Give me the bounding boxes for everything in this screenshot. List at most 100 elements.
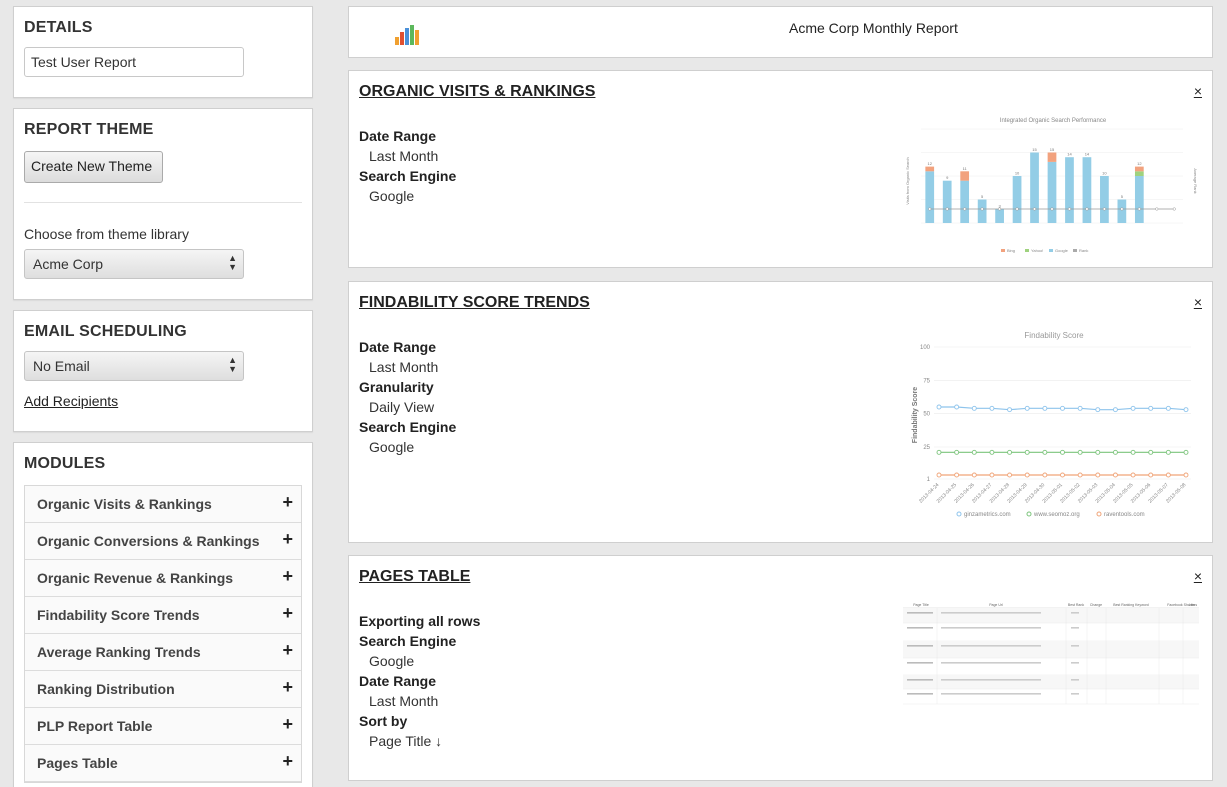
series-point — [954, 449, 960, 455]
bar-google — [925, 171, 935, 223]
select-arrows-icon: ▲ ▼ — [228, 253, 237, 272]
cell-text-placeholder — [1071, 645, 1079, 647]
series-point — [989, 449, 995, 455]
series-point — [1183, 449, 1189, 455]
plus-icon[interactable]: + — [282, 677, 293, 697]
findability-chart: Findability Score Findability Score ginz… — [912, 331, 1191, 518]
bar-google — [1082, 157, 1092, 223]
legend-swatch — [1025, 249, 1029, 252]
bar-bing — [1134, 166, 1144, 172]
series-point — [1007, 472, 1013, 478]
y-tick-label: 100 — [920, 345, 931, 351]
report-name-input[interactable] — [24, 47, 244, 77]
bar-bing — [925, 166, 935, 172]
bar-google — [1134, 176, 1144, 223]
param-value: Google — [369, 653, 415, 669]
card-title: PAGES TABLE — [359, 568, 471, 585]
legend-swatch — [1001, 249, 1005, 252]
series-point — [1024, 405, 1030, 411]
series-point — [1024, 472, 1030, 478]
legend-label: Bing — [1007, 248, 1015, 253]
data-label: 5 — [1121, 194, 1124, 199]
plus-icon[interactable]: + — [282, 714, 293, 734]
cell-text-placeholder — [907, 612, 933, 614]
module-item-average-ranking[interactable]: Average Ranking Trends + — [25, 634, 301, 671]
organic-chart: Integrated Organic Search Performance Vi… — [905, 118, 1198, 253]
param-value: Google — [369, 439, 415, 455]
cell-text-placeholder — [941, 627, 1041, 629]
module-item-ranking-distribution[interactable]: Ranking Distribution + — [25, 671, 301, 708]
module-item-findability[interactable]: Findability Score Trends + — [25, 597, 301, 634]
table-header-cell: Page Url — [989, 603, 1003, 607]
theme-library-select[interactable]: Acme Corp ▲ ▼ — [24, 249, 244, 279]
plus-icon[interactable]: + — [282, 566, 293, 586]
plus-icon[interactable]: + — [282, 640, 293, 660]
series-point — [1060, 405, 1065, 411]
table-row — [903, 641, 1199, 658]
cell-text-placeholder — [907, 693, 933, 695]
series-point — [1042, 472, 1048, 478]
module-item-organic-conversions[interactable]: Organic Conversions & Rankings + — [25, 523, 301, 560]
y-axis-label: Findability Score — [912, 387, 919, 444]
series-point — [1095, 472, 1101, 478]
close-icon[interactable]: × — [1193, 83, 1202, 99]
series-point — [1024, 449, 1030, 455]
data-label: 10 — [1102, 171, 1107, 176]
module-label: Pages Table — [37, 755, 118, 771]
series-point — [971, 449, 977, 455]
legend-label: Google — [1055, 248, 1069, 253]
plus-icon[interactable]: + — [282, 492, 293, 512]
legend-marker — [1026, 511, 1032, 517]
param-label: Date Range — [359, 339, 437, 355]
close-icon[interactable]: × — [1193, 294, 1202, 310]
series-point — [1060, 472, 1065, 478]
series-point — [936, 472, 942, 478]
rank-point — [945, 207, 949, 211]
organic-visits-card: ORGANIC VISITS & RANKINGS × Date Range L… — [348, 70, 1213, 268]
series-point — [1007, 449, 1013, 455]
report-logo-icon — [395, 25, 419, 45]
report-theme-panel: REPORT THEME Create New Theme Choose fro… — [13, 108, 313, 300]
series-point — [989, 472, 995, 478]
details-panel: DETAILS — [13, 6, 313, 98]
cell-text-placeholder — [907, 679, 933, 681]
bar-google — [1012, 176, 1022, 223]
rank-point — [1032, 207, 1037, 211]
module-item-organic-visits[interactable]: Organic Visits & Rankings + — [25, 486, 301, 523]
modules-list: Organic Visits & Rankings + Organic Conve… — [24, 485, 302, 783]
module-item-organic-revenue[interactable]: Organic Revenue & Rankings + — [25, 560, 301, 597]
legend-label: Yahoo! — [1031, 248, 1043, 253]
series-point — [936, 449, 942, 455]
modules-panel: MODULES Organic Visits & Rankings + Organ… — [13, 442, 313, 787]
module-label: Findability Score Trends — [37, 607, 200, 623]
bar-google — [1100, 176, 1109, 223]
series-point — [1165, 405, 1171, 411]
table-header-cell: Change — [1090, 603, 1102, 607]
create-new-theme-button[interactable]: Create New Theme — [24, 151, 163, 183]
cell-text-placeholder — [907, 627, 933, 629]
module-item-pages-table[interactable]: Pages Table + — [25, 745, 301, 782]
module-item-plp-report[interactable]: PLP Report Table + — [25, 708, 301, 745]
chart-title: Integrated Organic Search Performance — [1000, 118, 1107, 124]
series-point — [1183, 472, 1189, 478]
email-schedule-select[interactable]: No Email ▲ ▼ — [24, 351, 244, 381]
pages-table-card: PAGES TABLE × Exporting all rows Search … — [348, 555, 1213, 781]
param-value: Daily View — [369, 399, 435, 415]
module-label: Organic Revenue & Rankings — [37, 570, 234, 586]
series-point — [936, 404, 942, 410]
card-params: Exporting all rows Search Engine Google … — [359, 611, 480, 751]
add-recipients-link[interactable]: Add Recipients — [24, 393, 119, 409]
data-label: 10 — [1015, 171, 1020, 176]
rank-point — [980, 207, 984, 211]
plus-icon[interactable]: + — [282, 529, 293, 549]
data-label: 14 — [1085, 152, 1090, 157]
legend-label: ginzametrics.com — [964, 512, 1011, 518]
cell-text-placeholder — [941, 612, 1041, 614]
plus-icon[interactable]: + — [282, 751, 293, 771]
series-point — [971, 472, 977, 478]
y-axis-label: Visits from Organic Search — [905, 157, 910, 205]
table-header-cell: Best Rank — [1068, 603, 1084, 607]
plus-icon[interactable]: + — [282, 603, 293, 623]
data-label: 9 — [946, 175, 949, 180]
close-icon[interactable]: × — [1193, 568, 1202, 584]
